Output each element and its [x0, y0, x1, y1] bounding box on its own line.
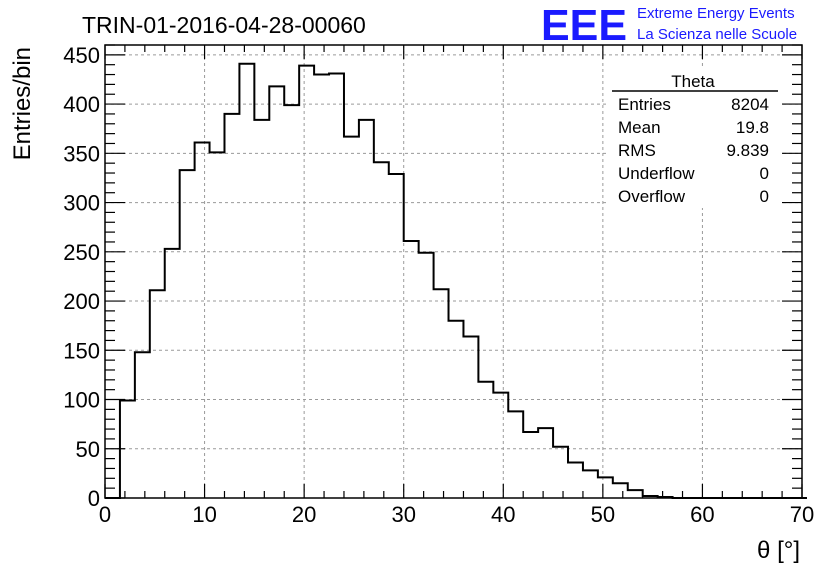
y-tick-label: 150	[63, 338, 100, 363]
y-tick-label: 400	[63, 92, 100, 117]
x-tick-label: 60	[690, 502, 714, 527]
y-tick-label: 100	[63, 388, 100, 413]
logo-line-2: La Scienza nelle Scuole	[637, 26, 797, 43]
stats-value: 0	[760, 187, 769, 206]
stats-box: Theta Entries 8204 Mean 19.8 RMS 9.839 Underfl…	[608, 66, 780, 208]
stats-value: 9.839	[726, 141, 769, 160]
y-tick-label: 350	[63, 141, 100, 166]
stats-label: Mean	[618, 118, 661, 137]
x-axis-label: θ [°]	[757, 537, 800, 564]
y-tick-label: 0	[88, 486, 100, 511]
y-tick-label: 200	[63, 289, 100, 314]
stats-label: Entries	[618, 95, 671, 114]
y-tick-label: 300	[63, 191, 100, 216]
stats-label: Overflow	[618, 187, 686, 206]
x-tick-label: 20	[292, 502, 316, 527]
x-tick-label: 10	[192, 502, 216, 527]
stats-value: 0	[760, 164, 769, 183]
stats-value: 19.8	[736, 118, 769, 137]
x-tick-label: 40	[491, 502, 515, 527]
stats-label: Underflow	[618, 164, 695, 183]
logo-line-1: Extreme Energy Events	[637, 5, 795, 22]
stats-value: 8204	[731, 95, 769, 114]
y-tick-label: 250	[63, 240, 100, 265]
x-tick-label: 70	[790, 502, 814, 527]
y-tick-label: 450	[63, 43, 100, 68]
chart-title: TRIN-01-2016-04-28-00060	[82, 12, 366, 38]
stats-title: Theta	[671, 72, 715, 91]
y-tick-label: 50	[76, 437, 100, 462]
histogram-outline	[105, 62, 807, 499]
logo-mark: EEE	[541, 1, 627, 50]
axis-ticks	[104, 44, 803, 499]
eee-logo: EEE Extreme Energy Events La Scienza nel…	[541, 1, 797, 50]
x-tick-labels: 0 10 20 30 40 50 60 70	[99, 502, 814, 527]
x-tick-label: 50	[591, 502, 615, 527]
y-axis-label: Entries/bin	[9, 47, 36, 160]
stats-label: RMS	[618, 141, 656, 160]
y-tick-labels: 0 50 100 150 200 250 300 350 400 450	[63, 43, 100, 511]
x-tick-label: 0	[99, 502, 111, 527]
x-tick-label: 30	[391, 502, 415, 527]
